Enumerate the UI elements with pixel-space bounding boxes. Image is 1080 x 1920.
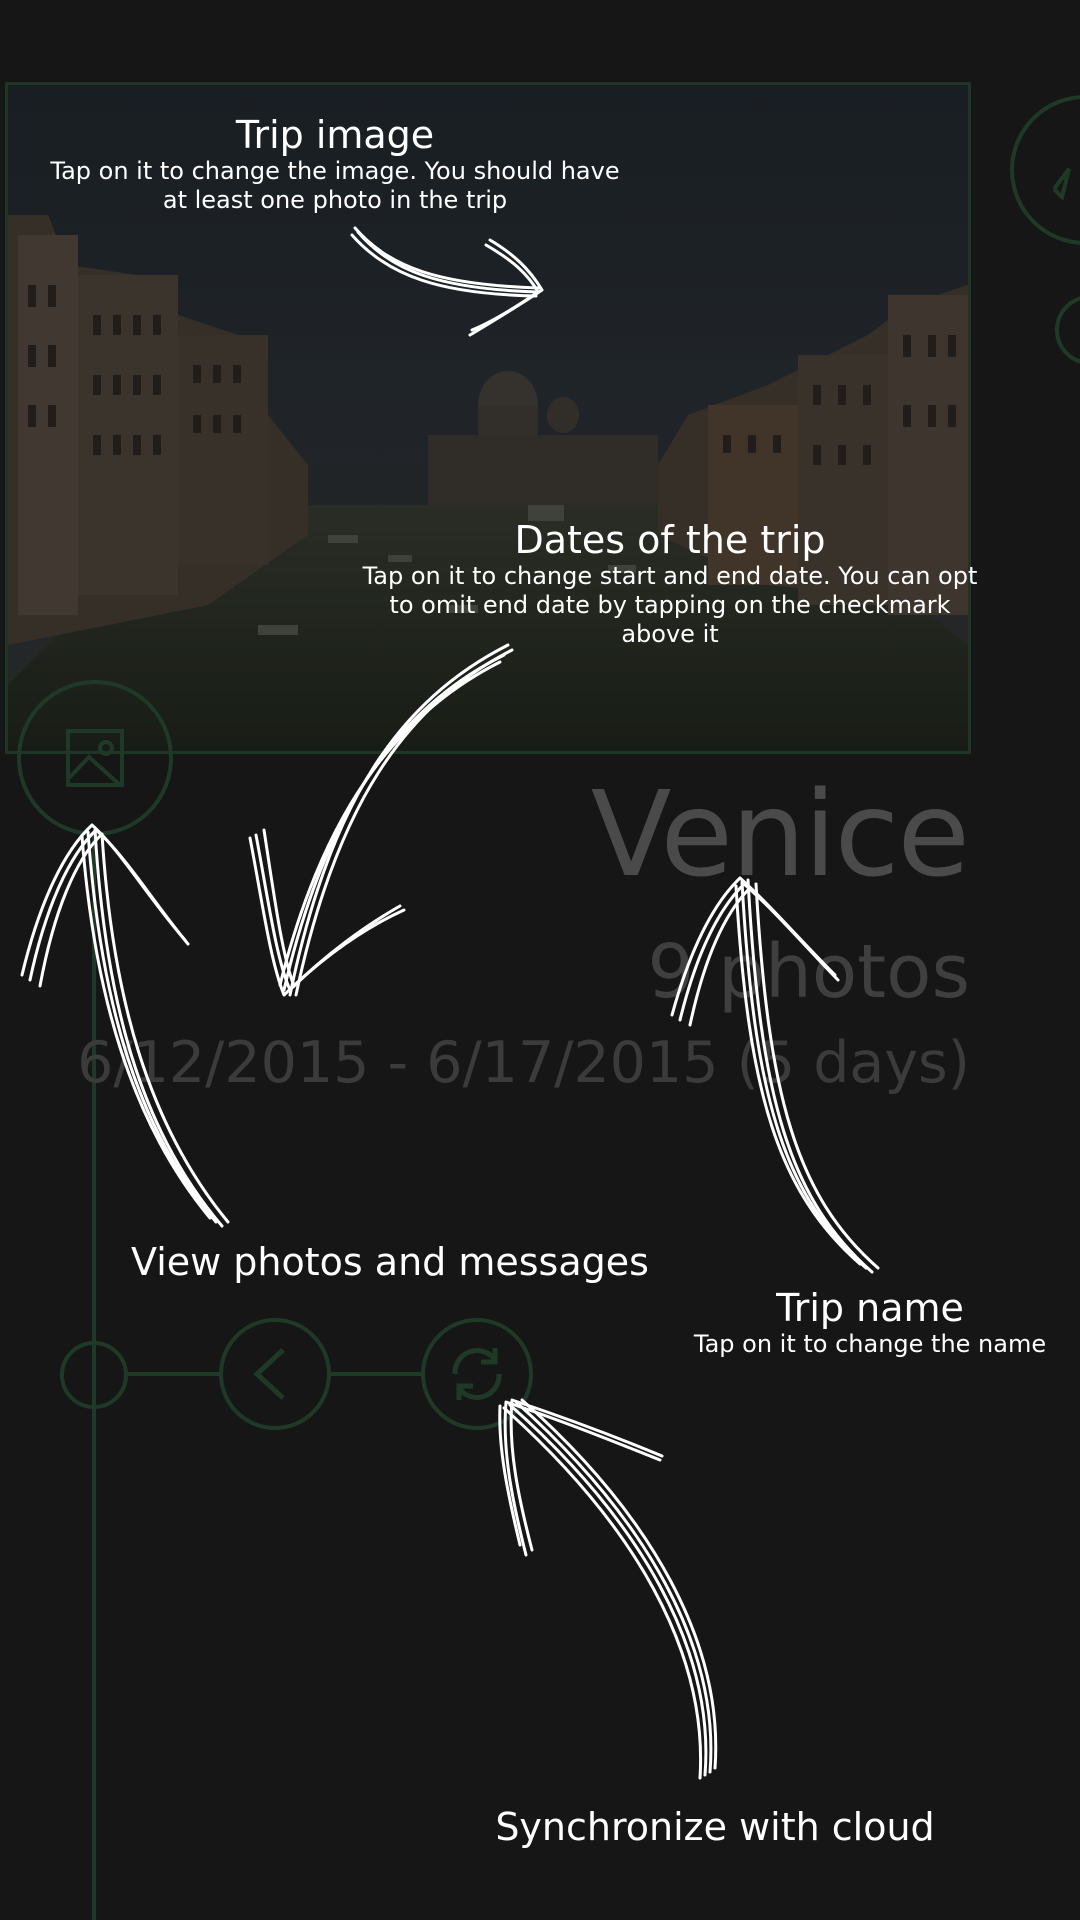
timeline-connector bbox=[126, 1372, 222, 1376]
trip-name[interactable]: Venice bbox=[590, 765, 970, 903]
trip-image[interactable] bbox=[5, 82, 971, 754]
sync-icon bbox=[452, 1348, 502, 1400]
hint-trip-name: Trip name Tap on it to change the name bbox=[680, 1286, 1060, 1359]
timeline-connector bbox=[328, 1372, 422, 1376]
hint-trip-image-title: Trip image bbox=[235, 113, 435, 157]
hint-trip-name-title: Trip name bbox=[776, 1286, 964, 1330]
image-icon bbox=[66, 729, 124, 787]
arrow-dates bbox=[248, 643, 514, 997]
chevron-left-icon bbox=[253, 1348, 285, 1400]
hint-dates-title: Dates of the trip bbox=[514, 518, 826, 562]
arrow-sync bbox=[498, 1398, 718, 1780]
timeline-node bbox=[60, 1341, 128, 1409]
arrow-trip-image bbox=[350, 226, 544, 337]
venice-photo bbox=[8, 85, 968, 751]
trip-dates[interactable]: 6/12/2015 - 6/17/2015 (5 days) bbox=[77, 1030, 970, 1096]
hint-dates: Dates of the trip Tap on it to change st… bbox=[355, 518, 985, 650]
hint-trip-name-desc: Tap on it to change the name bbox=[693, 1329, 1047, 1358]
hint-trip-image-desc: Tap on it to change the image. You shoul… bbox=[50, 156, 620, 215]
hint-sync: Synchronize with cloud bbox=[495, 1805, 935, 1849]
hint-trip-image: Trip image Tap on it to change the image… bbox=[40, 113, 630, 215]
back-button[interactable] bbox=[219, 1318, 331, 1430]
hint-dates-desc: Tap on it to change start and end date. … bbox=[362, 561, 978, 649]
arrow-trip-name bbox=[670, 876, 880, 1274]
sync-button[interactable] bbox=[421, 1318, 533, 1430]
hint-view-photos: View photos and messages bbox=[131, 1240, 649, 1284]
pencil-icon bbox=[1052, 167, 1071, 201]
arrow-view-photos bbox=[20, 823, 230, 1228]
